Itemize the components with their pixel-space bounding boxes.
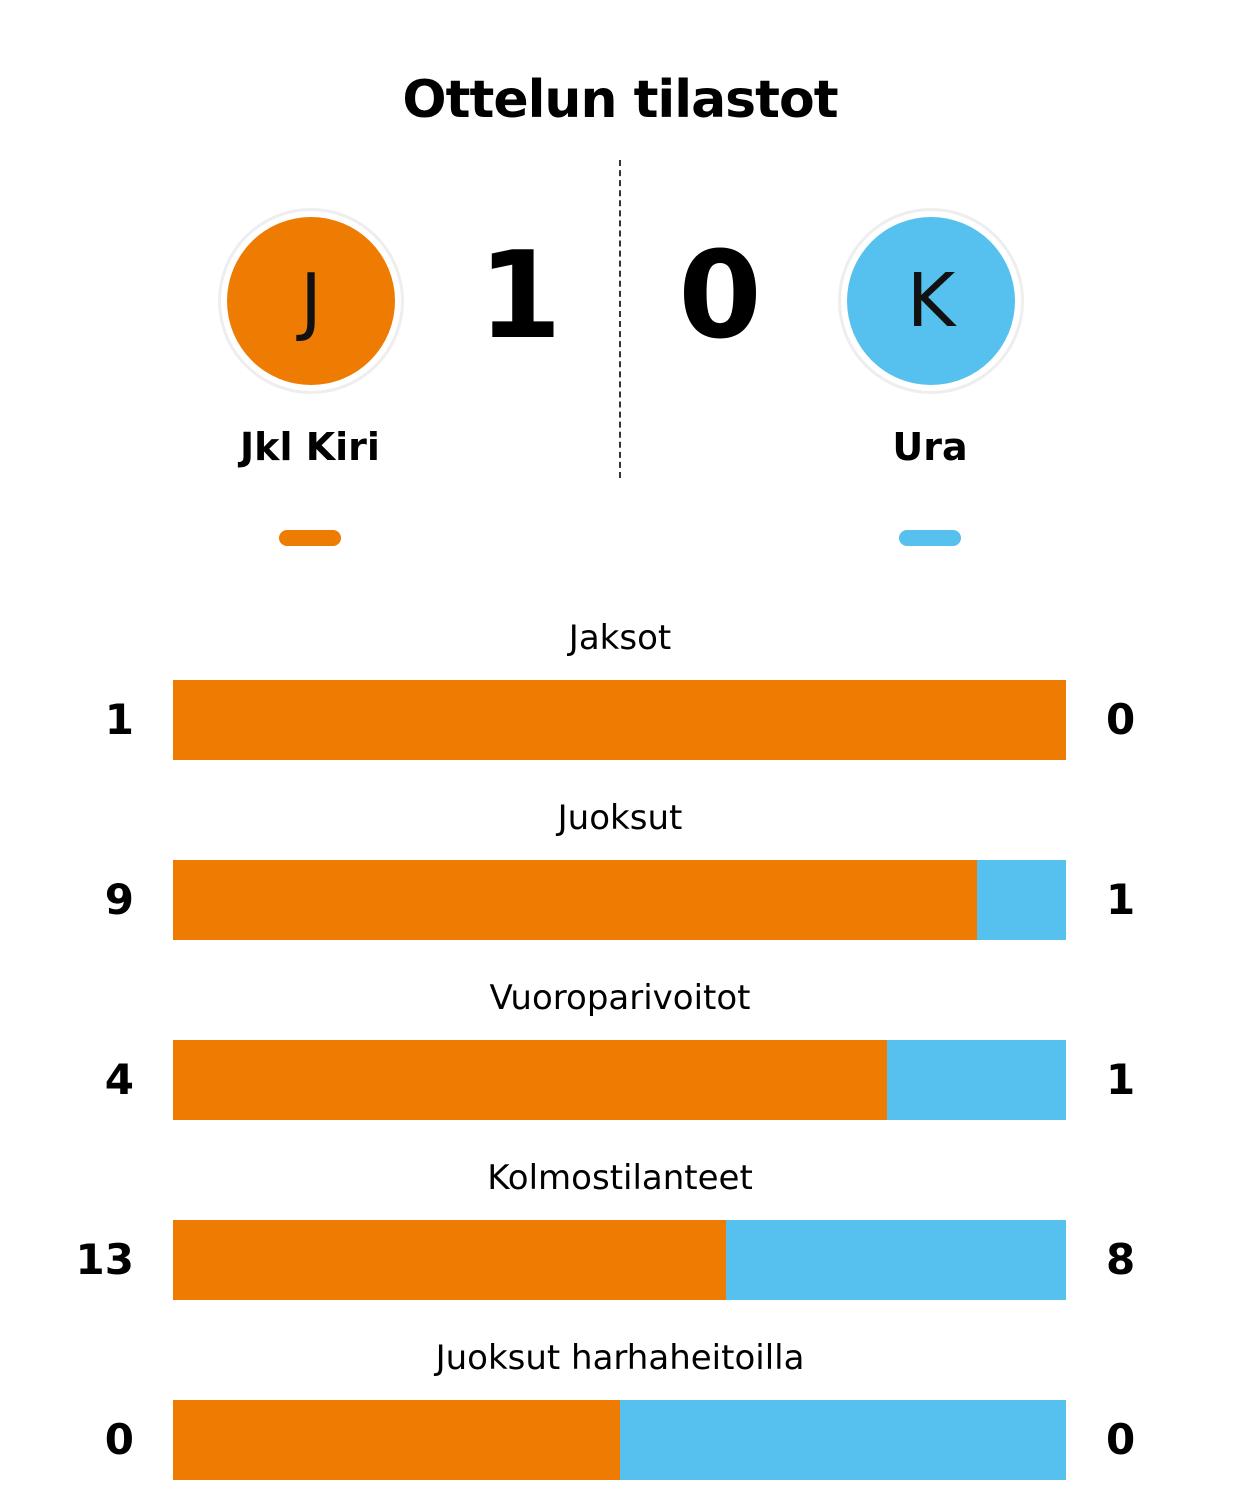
stat-bar-home-segment xyxy=(173,1400,620,1480)
stat-bar-home-segment xyxy=(173,860,977,940)
home-team-name: Jkl Kiri xyxy=(240,425,380,469)
away-team-logo: K xyxy=(838,208,1024,394)
stat-home-value: 0 xyxy=(104,1415,134,1464)
stat-home-value: 9 xyxy=(104,875,134,924)
stat-bar xyxy=(173,680,1066,760)
stat-bar xyxy=(173,860,1066,940)
away-team-name: Ura xyxy=(892,425,968,469)
stat-bar xyxy=(173,1220,1066,1300)
stat-bar xyxy=(173,1400,1066,1480)
score-divider xyxy=(619,160,621,478)
stat-away-value: 0 xyxy=(1106,1415,1136,1464)
stat-home-value: 1 xyxy=(104,695,134,744)
page-title: Ottelun tilastot xyxy=(402,70,838,130)
stat-label: Jaksot xyxy=(568,618,672,658)
home-team-logo: J xyxy=(218,208,404,394)
stat-bar-home-segment xyxy=(173,1040,888,1120)
stat-label: Vuoroparivoitot xyxy=(489,978,751,1018)
stat-away-value: 1 xyxy=(1106,875,1136,924)
stat-away-value: 0 xyxy=(1106,695,1136,744)
stat-bar-away-segment xyxy=(619,1400,1066,1480)
stat-bar xyxy=(173,1040,1066,1120)
stat-label: Juoksut xyxy=(557,798,683,838)
home-team-color-marker xyxy=(279,530,341,546)
stat-bar-away-segment xyxy=(725,1220,1066,1300)
away-team-logo-letter: K xyxy=(847,217,1015,385)
stat-away-value: 1 xyxy=(1106,1055,1136,1104)
stat-label: Juoksut harhaheitoilla xyxy=(435,1338,805,1378)
stat-bar-home-segment xyxy=(173,1220,726,1300)
stat-bar-away-segment xyxy=(887,1040,1066,1120)
home-team-logo-letter: J xyxy=(227,217,395,385)
stat-label: Kolmostilanteet xyxy=(487,1158,753,1198)
home-score: 1 xyxy=(478,227,562,366)
away-score: 0 xyxy=(678,227,762,366)
stat-bar-home-segment xyxy=(173,680,1066,760)
stat-bar-away-segment xyxy=(976,860,1066,940)
away-team-color-marker xyxy=(899,530,961,546)
stat-away-value: 8 xyxy=(1106,1235,1136,1284)
stat-home-value: 13 xyxy=(75,1235,134,1284)
stat-home-value: 4 xyxy=(104,1055,134,1104)
